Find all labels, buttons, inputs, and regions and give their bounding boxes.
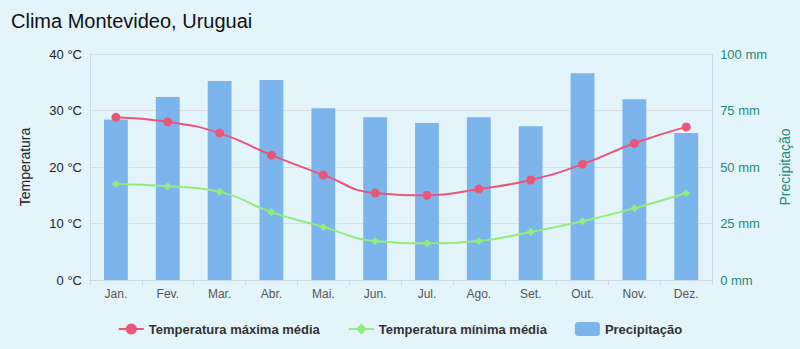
svg-text:10 °C: 10 °C bbox=[49, 216, 82, 231]
svg-text:Temperatura mínima média: Temperatura mínima média bbox=[379, 322, 548, 337]
svg-text:Precipitação: Precipitação bbox=[777, 128, 793, 205]
svg-text:Temperatura: Temperatura bbox=[17, 127, 33, 206]
svg-text:Clima Montevideo, Uruguai: Clima Montevideo, Uruguai bbox=[11, 10, 252, 32]
svg-text:75 mm: 75 mm bbox=[720, 103, 760, 118]
svg-text:Precipitação: Precipitação bbox=[605, 322, 682, 337]
svg-text:40 °C: 40 °C bbox=[49, 47, 82, 62]
svg-text:Out.: Out. bbox=[571, 287, 594, 301]
svg-text:50 mm: 50 mm bbox=[720, 160, 760, 175]
svg-text:Ago.: Ago. bbox=[466, 287, 491, 301]
svg-text:Jan.: Jan. bbox=[105, 287, 128, 301]
svg-text:Jul.: Jul. bbox=[418, 287, 437, 301]
svg-text:0 °C: 0 °C bbox=[57, 273, 82, 288]
svg-text:100 mm: 100 mm bbox=[720, 47, 767, 62]
svg-text:Fev.: Fev. bbox=[157, 287, 179, 301]
svg-text:Abr.: Abr. bbox=[261, 287, 282, 301]
svg-text:Set.: Set. bbox=[520, 287, 541, 301]
svg-text:0 mm: 0 mm bbox=[720, 273, 753, 288]
svg-text:20 °C: 20 °C bbox=[49, 160, 82, 175]
svg-text:Mar.: Mar. bbox=[208, 287, 231, 301]
svg-text:25 mm: 25 mm bbox=[720, 216, 760, 231]
svg-text:30 °C: 30 °C bbox=[49, 103, 82, 118]
svg-text:Nov.: Nov. bbox=[622, 287, 646, 301]
svg-text:Temperatura máxima média: Temperatura máxima média bbox=[149, 322, 321, 337]
svg-text:Mai.: Mai. bbox=[312, 287, 335, 301]
svg-text:Jun.: Jun. bbox=[364, 287, 387, 301]
svg-text:Dez.: Dez. bbox=[674, 287, 699, 301]
